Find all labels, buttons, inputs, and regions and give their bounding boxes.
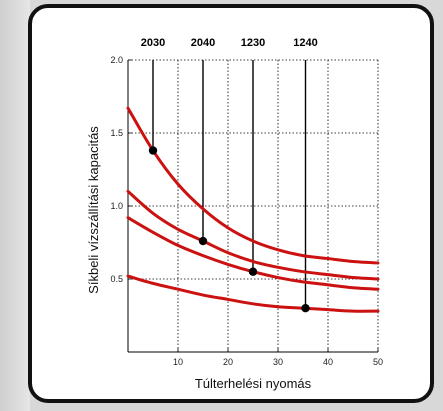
guide-lines [152, 60, 307, 309]
curve-2030 [126, 106, 380, 265]
markers [148, 146, 310, 313]
y-axis-title: Síkbeli vízszállítási kapacitás [86, 126, 101, 294]
x-tick-label-2: 30 [273, 357, 283, 367]
series-label-2040: 2040 [191, 37, 215, 49]
series-labels: 2030 2040 1230 1240 [141, 37, 318, 49]
tick-labels: 10 20 30 40 50 0.5 1.0 1.5 2.0 [110, 55, 383, 367]
y-tick-label-1: 1.0 [110, 201, 123, 211]
marker-2040 [198, 236, 208, 246]
marker-1230 [248, 267, 258, 276]
series-label-1230: 1230 [241, 37, 265, 49]
curve-1240 [126, 274, 380, 313]
marker-1240 [301, 304, 310, 313]
y-tick-label-3: 2.0 [110, 55, 123, 65]
curves [126, 106, 380, 313]
series-label-2030: 2030 [141, 37, 165, 49]
y-tick-label-0: 0.5 [110, 274, 123, 284]
y-tick-label-2: 1.5 [110, 128, 123, 138]
x-axis-title: Túlterhelési nyomás [195, 376, 312, 391]
chart-frame [28, 4, 434, 403]
left-shadow-strip [0, 0, 30, 411]
x-tick-label-0: 10 [173, 357, 183, 367]
x-tick-label-1: 20 [223, 357, 233, 367]
x-tick-label-4: 50 [373, 357, 383, 367]
curve-2040 [126, 189, 380, 281]
x-tick-label-3: 40 [323, 357, 333, 367]
marker-2030 [148, 146, 158, 155]
series-label-1240: 1240 [293, 37, 317, 49]
